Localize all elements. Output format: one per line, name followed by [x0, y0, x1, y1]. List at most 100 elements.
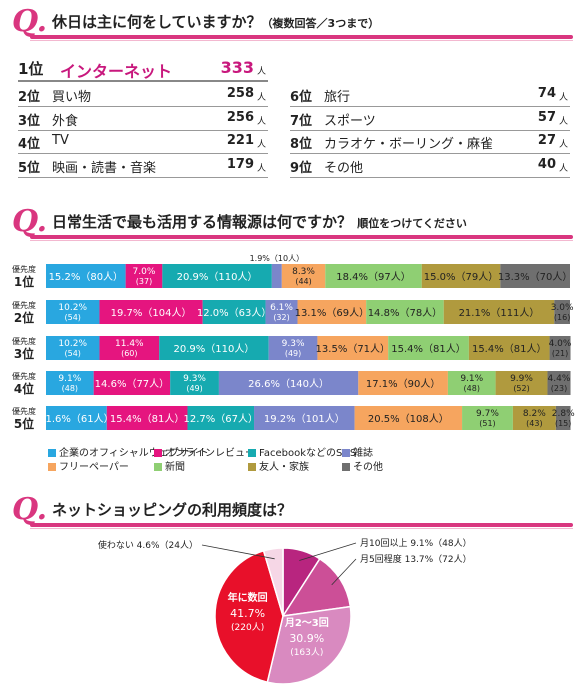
row-divider: [290, 106, 570, 107]
rank-label: 買い物: [52, 90, 92, 105]
data-label: (52): [513, 384, 529, 393]
category-tick-label: 1位: [14, 274, 34, 289]
ranking-item: 7位 スポーツ 57 人: [290, 110, 570, 132]
data-label: 10.2%: [58, 303, 87, 313]
data-label: 14.6%（77人）: [95, 378, 170, 390]
unit-label: 人: [256, 163, 266, 174]
q1-title: 休日は主に何をしていますか？（複数回答／3つまで）: [52, 13, 380, 31]
bar-segment: [366, 300, 444, 324]
rank-number: 8位: [290, 137, 313, 152]
data-label: 7.0%: [133, 267, 156, 277]
data-label: 12.7%（67人）: [184, 413, 259, 425]
header-underline: [30, 523, 573, 529]
legend-label: 新聞: [165, 462, 185, 473]
rank-number: 1位: [18, 60, 44, 78]
leader-line: [201, 544, 275, 560]
bar-segment: [443, 300, 555, 324]
row-divider: [18, 106, 268, 107]
data-label: (15): [555, 419, 571, 428]
row-divider: [18, 176, 268, 178]
slice-label: 月2〜3回: [284, 617, 329, 629]
legend-swatch: [248, 463, 256, 471]
rank-value: 179: [226, 156, 254, 172]
data-label: (48): [464, 384, 480, 393]
legend-swatch: [342, 449, 350, 457]
data-label: (60): [121, 349, 137, 358]
data-label: (54): [65, 349, 81, 358]
legend-swatch: [248, 449, 256, 457]
bar-segment: [254, 406, 355, 430]
rank-label: TV: [52, 133, 69, 148]
rank-label: 旅行: [324, 90, 351, 105]
header-underline: [30, 35, 573, 41]
data-label: (49): [285, 349, 301, 358]
bar-segment: [46, 336, 100, 360]
unit-label: 人: [558, 93, 568, 103]
q3-header: Q. ネットショッピングの利用頻度は？: [8, 492, 573, 529]
bar-segment: [500, 264, 570, 288]
data-label: 26.6%（140人）: [248, 378, 329, 390]
data-label: 10.2%: [58, 339, 87, 349]
data-label: (48): [62, 384, 78, 393]
legend-item: 企業のオフィシャルウェブサイト: [48, 444, 209, 459]
data-label: (16): [554, 313, 570, 322]
rank-value: 57: [537, 109, 556, 125]
rank-number: 5位: [18, 160, 41, 176]
rank-value: 74: [537, 86, 556, 101]
data-label: 19.2%（101人）: [264, 413, 345, 425]
data-label: (32): [273, 313, 289, 322]
q3-title: ネットショッピングの利用頻度は？: [52, 501, 293, 519]
bar-segment: [447, 371, 496, 395]
legend-label: FacebookなどのSNS: [259, 448, 357, 459]
data-label: 4.4%: [548, 374, 571, 384]
q2-title: 日常生活で最も活用する情報源は何ですか？ 順位をつけてください: [52, 213, 467, 231]
bar-segment: [265, 300, 298, 324]
rank-label: カラオケ・ボーリング・麻雀: [324, 137, 494, 152]
legend-item: 新聞: [154, 458, 185, 473]
q1-header: Q. 休日は主に何をしていますか？（複数回答／3つまで）: [8, 4, 573, 41]
bar-segment: [46, 264, 126, 288]
data-label: 6.1%: [270, 303, 293, 313]
bar-segment: [325, 264, 422, 288]
rank-number: 2位: [18, 90, 41, 105]
data-label: (21): [552, 349, 568, 358]
ranking-item: 4位 TV 221 人: [18, 133, 268, 155]
unit-label: 人: [558, 116, 568, 127]
slice-percent: 30.9%: [289, 632, 324, 645]
bar-segment: [93, 371, 171, 395]
bar-segment: [297, 300, 367, 324]
legend-label: その他: [353, 462, 383, 473]
bar-segment: [99, 300, 203, 324]
bar-segment: [317, 336, 389, 360]
pie-slice: [214, 549, 284, 684]
rank-number: 4位: [18, 137, 41, 152]
data-label: 15.4%（81人）: [472, 343, 547, 355]
pie-slice: [266, 605, 352, 685]
data-label: 19.7%（104人）: [111, 307, 192, 319]
bar-segment: [554, 300, 570, 324]
bar-segment: [125, 264, 163, 288]
bar-segment: [354, 406, 463, 430]
rank-label: 映画・読書・音楽: [52, 160, 157, 176]
slice-label: 年に数回: [228, 591, 268, 604]
leader-line: [331, 558, 357, 586]
q1-subtitle: （複数回答／3つまで）: [261, 17, 380, 30]
bar-segment: [99, 336, 160, 360]
bar-segment: [46, 406, 107, 430]
bar-segment: [271, 264, 282, 288]
bar-segment: [547, 371, 571, 395]
data-label: 11.4%: [115, 339, 144, 349]
unit-label: 人: [558, 140, 568, 150]
bar-segment: [46, 300, 100, 324]
bar-segment: [512, 406, 556, 430]
q-mark: Q.: [12, 492, 48, 527]
data-label: (51): [479, 419, 495, 428]
data-label: (49): [186, 384, 202, 393]
category-tick-label: 3位: [14, 346, 34, 361]
bar-segment: [281, 264, 326, 288]
ranking-item: 8位 カラオケ・ボーリング・麻雀 27 人: [290, 133, 570, 155]
ranking-item: 2位 買い物 258 人: [18, 86, 268, 108]
legend-item: フリーペーパー: [48, 458, 129, 473]
data-label: 15.4%（81人）: [391, 343, 466, 355]
